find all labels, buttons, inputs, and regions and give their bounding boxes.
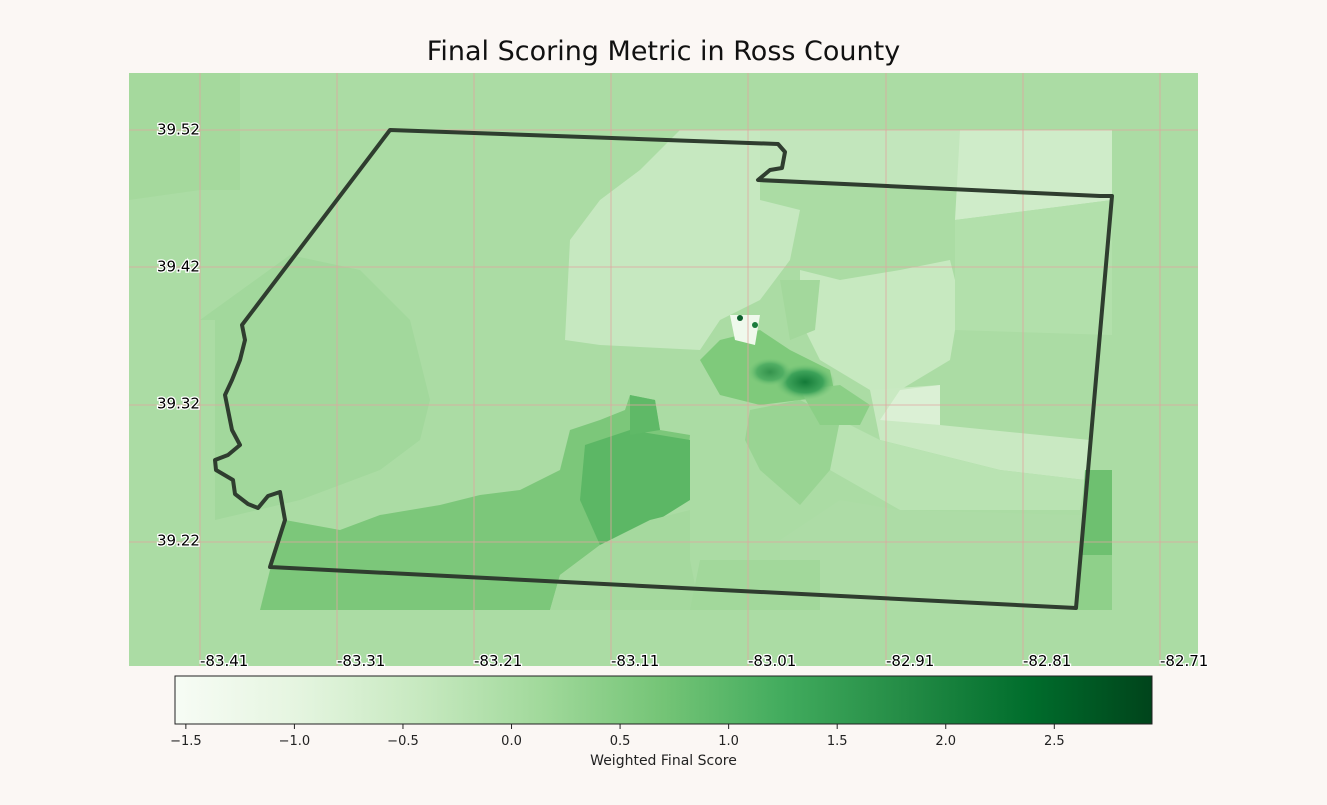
lon-gridlines (199, 73, 1161, 666)
lat-label: 39.22 (157, 532, 200, 550)
colorbar-gradient (174, 675, 1153, 725)
colorbar-tick-label: 0.5 (610, 734, 631, 749)
lon-label: -83.31 (337, 652, 385, 670)
colorbar-tick-label: 1.5 (827, 734, 848, 749)
colorbar-tick-label: −1.0 (279, 734, 311, 749)
lat-label: 39.52 (157, 121, 200, 139)
lon-label: -82.91 (886, 652, 934, 670)
map-title: Final Scoring Metric in Ross County (426, 36, 901, 67)
lat-gridlines (129, 129, 1198, 543)
colorbar-tick-label: 2.0 (935, 734, 956, 749)
lon-labels: -83.41 -83.31 -83.21 -83.11 -83.01 -82.9… (199, 651, 1210, 672)
lon-label: -83.11 (611, 652, 659, 670)
lat-label: 39.32 (157, 395, 200, 413)
lat-label: 39.42 (157, 258, 200, 276)
county-boundary (213, 128, 1114, 610)
lon-label: -82.81 (1023, 652, 1071, 670)
lat-labels: 39.52 39.42 39.32 39.22 (156, 119, 201, 551)
lon-label: -83.41 (200, 652, 248, 670)
lon-label: -83.21 (474, 652, 522, 670)
colorbar-tick-label: 1.0 (718, 734, 739, 749)
lon-label: -82.71 (1160, 652, 1208, 670)
lon-label: -83.01 (748, 652, 796, 670)
colorbar-tick-label: 2.5 (1044, 734, 1065, 749)
colorbar: −1.5 −1.0 −0.5 0.0 0.5 1.0 1.5 2.0 2.5 Weighted … (170, 675, 1153, 769)
score-raster (129, 73, 1198, 666)
colorbar-label: Weighted Final Score (590, 753, 737, 769)
colorbar-ticks: −1.5 −1.0 −0.5 0.0 0.5 1.0 1.5 2.0 2.5 (170, 724, 1065, 749)
colorbar-tick-label: −0.5 (387, 734, 419, 749)
colorbar-tick-label: −1.5 (170, 734, 202, 749)
colorbar-tick-label: 0.0 (501, 734, 522, 749)
